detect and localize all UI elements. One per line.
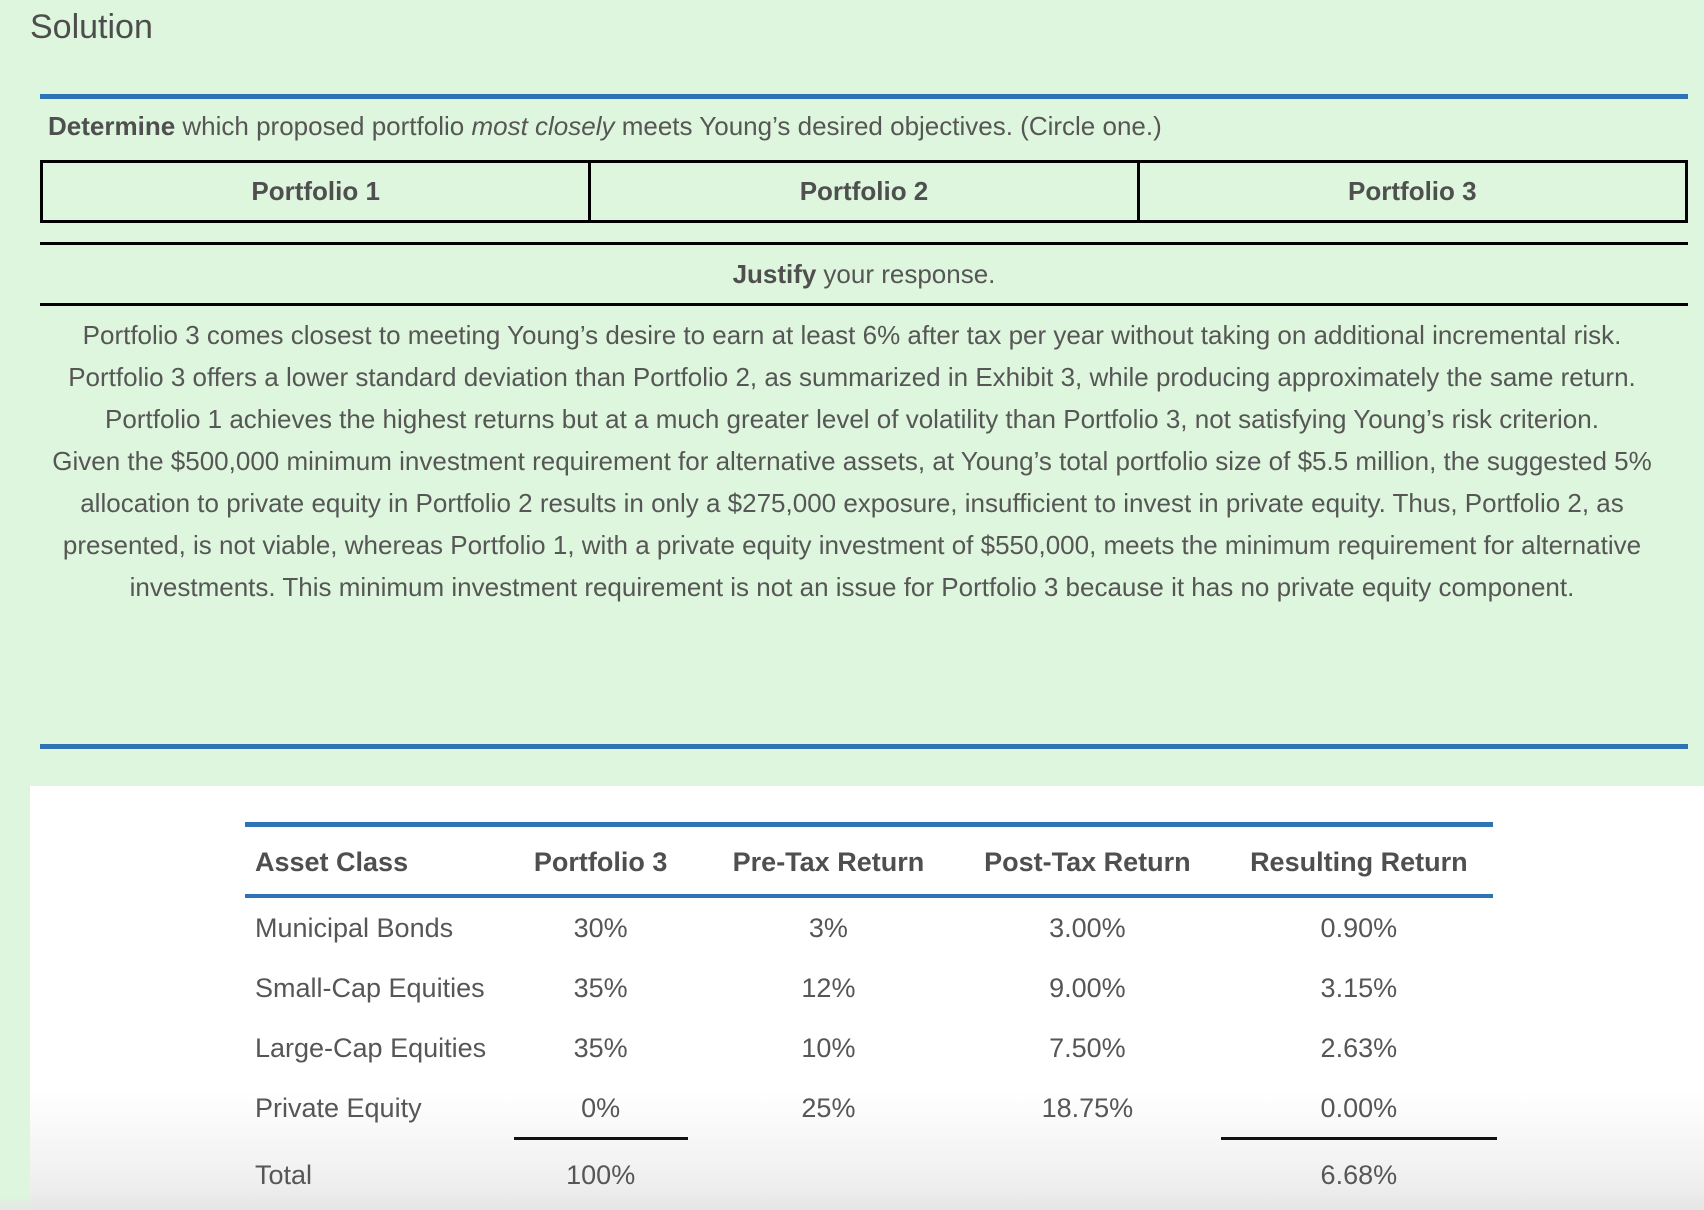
returns-header-row: Asset Class Portfolio 3 Pre-Tax Return P… xyxy=(245,822,1493,898)
determine-text-mid: which proposed portfolio xyxy=(175,111,472,141)
cell-portfolio3: 35% xyxy=(573,1033,628,1063)
cell-resulting: 0.90% xyxy=(1320,913,1398,943)
total-pre-tax-empty xyxy=(707,1138,950,1205)
top-divider-rule xyxy=(40,94,1688,99)
justification-text: Portfolio 3 comes closest to meeting You… xyxy=(52,314,1652,608)
header-pre-tax-return: Pre-Tax Return xyxy=(706,822,951,898)
total-label: Total xyxy=(255,1160,313,1190)
portfolio-2-option[interactable]: Portfolio 2 xyxy=(591,163,1140,220)
cell-asset: Private Equity xyxy=(255,1093,422,1123)
portfolio-1-option[interactable]: Portfolio 1 xyxy=(43,163,592,220)
cell-asset: Municipal Bonds xyxy=(255,913,454,943)
cell-portfolio3: 0% xyxy=(495,1078,707,1138)
cell-post-tax: 9.00% xyxy=(1049,973,1126,1003)
justify-text: your response. xyxy=(823,258,996,289)
cell-portfolio3: 35% xyxy=(573,973,628,1003)
page-title: Solution xyxy=(30,8,153,46)
total-post-tax-empty xyxy=(950,1138,1225,1205)
table-row: Municipal Bonds 30% 3% 3.00% 0.90% xyxy=(245,896,1493,958)
determine-instruction: Determine which proposed portfolio most … xyxy=(48,110,1664,142)
total-portfolio3: 100% xyxy=(566,1160,636,1190)
cell-pre-tax: 3% xyxy=(808,913,848,943)
cell-post-tax: 7.50% xyxy=(1049,1033,1126,1063)
cell-asset: Small-Cap Equities xyxy=(255,973,485,1003)
cell-post-tax: 3.00% xyxy=(1049,913,1126,943)
portfolio3-returns-table: Asset Class Portfolio 3 Pre-Tax Return P… xyxy=(245,822,1493,1205)
returns-card: Asset Class Portfolio 3 Pre-Tax Return P… xyxy=(30,786,1704,1210)
justification-paragraph-1: Portfolio 3 comes closest to meeting You… xyxy=(68,320,1636,434)
cell-pre-tax: 12% xyxy=(801,973,856,1003)
cell-post-tax: 18.75% xyxy=(1041,1093,1134,1123)
determine-text-rest: meets Young’s desired objectives. (Circl… xyxy=(614,111,1162,141)
cell-pre-tax: 25% xyxy=(801,1093,856,1123)
determine-keyword: Determine xyxy=(48,111,176,141)
cell-resulting: 2.63% xyxy=(1320,1033,1398,1063)
header-portfolio-3: Portfolio 3 xyxy=(494,822,707,898)
table-row: Private Equity 0% 25% 18.75% 0.00% xyxy=(245,1078,1493,1138)
justify-prompt: Justify your response. xyxy=(40,242,1688,306)
table-row: Large-Cap Equities 35% 10% 7.50% 2.63% xyxy=(245,1018,1493,1078)
justify-keyword: Justify xyxy=(732,258,817,289)
cell-asset: Large-Cap Equities xyxy=(255,1033,487,1063)
cell-portfolio3: 30% xyxy=(573,913,628,943)
cell-resulting: 3.15% xyxy=(1320,973,1398,1003)
portfolio-options-table: Portfolio 1 Portfolio 2 Portfolio 3 xyxy=(40,160,1688,223)
cell-resulting: 0.00% xyxy=(1225,1078,1493,1138)
justification-paragraph-2: Given the $500,000 minimum investment re… xyxy=(52,446,1652,602)
header-post-tax-return: Post-Tax Return xyxy=(950,822,1225,898)
cell-pre-tax: 10% xyxy=(801,1033,856,1063)
table-row: Small-Cap Equities 35% 12% 9.00% 3.15% xyxy=(245,958,1493,1018)
table-total-row: Total 100% 6.68% xyxy=(245,1138,1493,1205)
header-asset-class: Asset Class xyxy=(245,822,495,898)
total-resulting: 6.68% xyxy=(1320,1160,1398,1190)
bottom-divider-rule xyxy=(40,744,1688,749)
determine-emphasis: most closely xyxy=(471,111,615,141)
header-resulting-return: Resulting Return xyxy=(1224,822,1493,898)
bottom-fade-strip xyxy=(0,1196,1704,1210)
portfolio-3-option[interactable]: Portfolio 3 xyxy=(1348,176,1477,206)
